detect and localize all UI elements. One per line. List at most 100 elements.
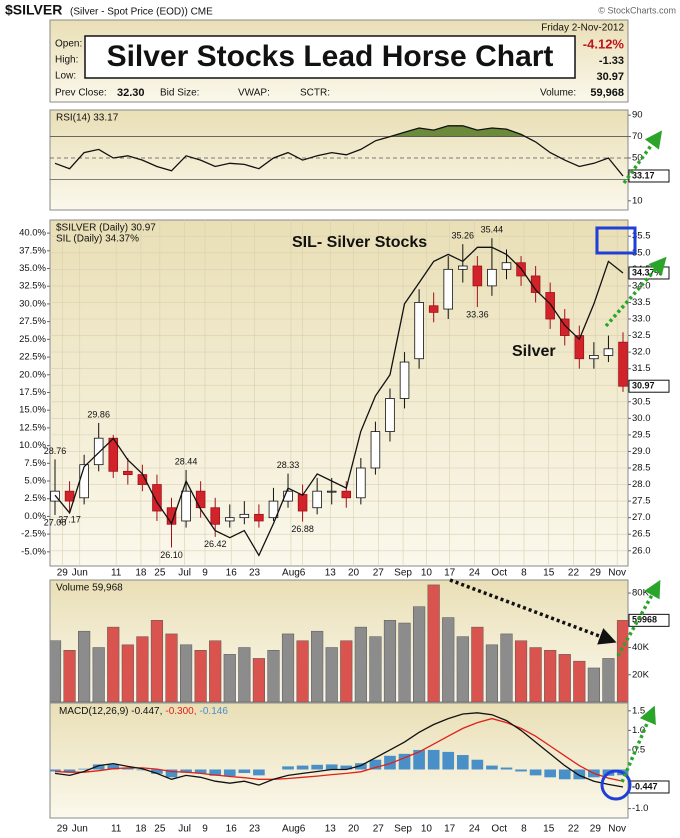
candle-body [239,513,250,519]
bar [485,644,498,702]
candle-body [472,265,483,287]
bar [544,769,557,778]
x-tick-label: 24 [469,568,481,579]
x-tick-label: 10 [421,568,433,579]
bar [121,644,134,702]
y2-tick-label: 2.5% [24,493,46,504]
bar [194,650,207,702]
bar [209,769,222,776]
y-tick-label: 35.0 [632,247,651,258]
bar [573,660,586,702]
x-tick-label: 27 [373,568,385,579]
arrow [449,578,617,645]
low-label: 26.88 [291,524,314,534]
x-tick-label: Aug [282,824,300,835]
x-tick-label: Aug [282,568,300,579]
candle-body [79,464,89,499]
end-tag-box [628,379,670,393]
bar [383,620,397,702]
y-tick-label: 28.5 [632,463,651,474]
x-tick-label: 10 [421,824,433,835]
x-tick-label: 23 [249,824,261,835]
bar [471,759,484,770]
y-tick-label: 28.0 [632,479,651,490]
bar [252,658,265,702]
bar [209,640,222,702]
bar [238,769,251,774]
y2-tick-label: -2.5% [21,529,46,540]
y-tick-label: 26.0 [632,545,651,556]
x-tick-label: 23 [249,568,261,579]
bar [121,767,134,770]
bar [413,749,425,770]
date: Friday 2-Nov-2012 [541,23,624,34]
y-tick-label: 27.0 [632,512,651,523]
high-label: 28.44 [175,456,198,466]
bar [165,769,178,778]
low-label: 27.08 [44,517,67,527]
y2-tick-label: 40.0% [19,228,46,239]
bar [281,633,295,702]
bar [398,753,411,770]
plot-area [50,125,628,180]
bar [223,654,236,702]
plot-area [50,220,628,566]
high-label: High: [55,55,78,66]
bar [355,763,367,770]
highlight-circle [600,769,632,801]
x-tick-label: Jun [72,824,88,835]
candle-body [123,470,133,476]
arrow [604,256,667,328]
end-tag: 30.97 [632,381,655,391]
y-tick-label: 34.0 [632,280,651,291]
line [54,125,624,177]
plot-area [50,584,628,702]
highlight-box [595,226,637,255]
y-tick-label: 1.5 [632,705,645,716]
x-tick-label: Sep [394,824,412,835]
y-tick-label: 35.5 [632,231,651,242]
legend-entry: -0.146 [200,706,229,717]
open-label: Open: [55,39,82,50]
y-tick-label: 29.5 [632,429,651,440]
x-tick-label: 15 [543,824,555,835]
bar [500,767,513,770]
x-tick-label: 18 [135,568,147,579]
y-tick-label: 0.5 [632,744,645,755]
bar [616,620,628,702]
sctr-label: SCTR: [300,88,330,99]
line [54,246,624,557]
bar [165,633,178,702]
bar [180,644,193,702]
bar [223,769,236,777]
x-tick-label: 8 [521,824,527,835]
candle-body [254,513,264,522]
bar [456,636,469,702]
x-tick-label: 29 [57,568,69,579]
bar [238,647,251,702]
y-tick-label: 70 [632,131,643,142]
bar [50,640,62,702]
x-tick-label: 8 [521,568,527,579]
bar [471,626,484,702]
candle-body [283,490,293,502]
bid-size-label: Bid Size: [160,88,199,99]
x-tick-label: 25 [154,824,166,835]
vwap-label: VWAP: [238,88,270,99]
y2-tick-label: 27.5% [19,316,46,327]
x-tick-label: Jun [72,568,88,579]
bar [63,650,76,702]
candle-body [458,265,468,270]
bar [267,650,280,702]
x-tick-label: Jul [178,824,191,835]
candle-body [64,490,75,502]
bar [50,769,61,772]
bar [398,622,411,702]
y2-tick-label: 35.0% [19,263,46,274]
x-tick-label: 29 [590,568,602,579]
bar [92,647,105,702]
end-tag: 34.37% [632,267,663,277]
legend-entry: $SILVER (Daily) 30.97 [56,223,156,234]
